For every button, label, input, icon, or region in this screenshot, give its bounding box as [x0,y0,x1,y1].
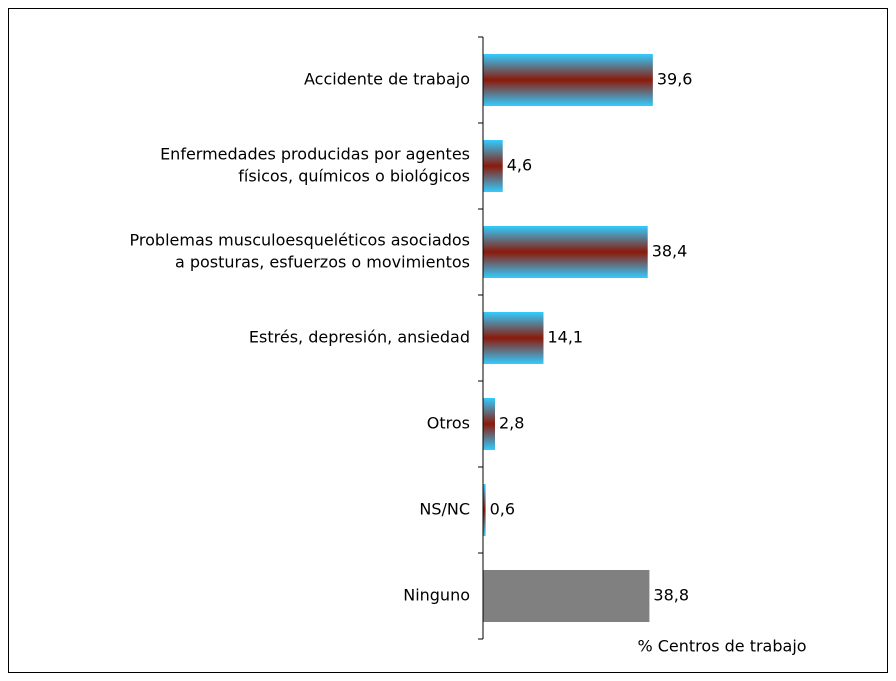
frame [8,8,888,673]
y-tick-label: Ninguno [403,586,470,605]
bar [483,140,503,192]
bar [483,226,648,278]
y-tick-label: Otros [427,414,470,433]
value-label: 38,4 [652,242,688,261]
value-label: 0,6 [490,500,515,519]
y-tick-label: NS/NC [419,500,470,519]
bar [483,312,544,364]
value-label: 2,8 [499,414,524,433]
y-tick-label: a posturas, esfuerzos o movimientos [175,253,470,272]
bar [483,570,650,622]
y-tick-label: Enfermedades producidas por agentes [160,145,470,164]
x-axis-label: % Centros de trabajo [637,637,806,656]
y-tick-label: físicos, químicos o biológicos [238,167,470,186]
value-label: 38,8 [653,586,689,605]
bar [483,54,653,106]
bar [483,398,496,450]
bar [483,484,486,536]
y-tick-label: Estrés, depresión, ansiedad [249,328,470,347]
y-tick-label: Accidente de trabajo [304,70,470,89]
value-label: 4,6 [507,156,532,175]
value-label: 39,6 [657,70,693,89]
y-tick-label: Problemas musculoesqueléticos asociados [130,231,470,250]
value-label: 14,1 [547,328,583,347]
